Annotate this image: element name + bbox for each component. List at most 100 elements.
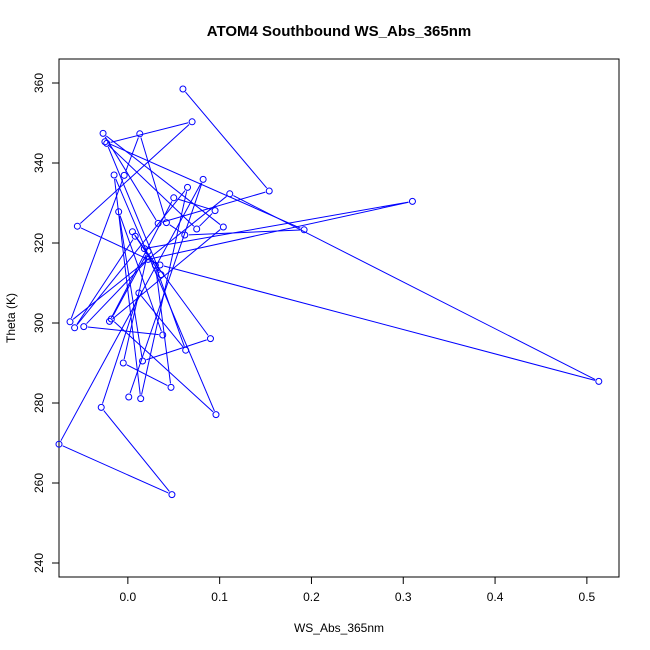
data-point: [162, 219, 170, 227]
series-segment: [112, 229, 221, 320]
series-segment: [118, 215, 143, 358]
series-segment: [76, 190, 186, 325]
series-segment: [155, 269, 171, 384]
series-segment: [103, 410, 170, 492]
series-segment: [114, 178, 141, 395]
data-point: [131, 232, 139, 240]
data-point: [128, 228, 136, 236]
data-point: [144, 247, 152, 255]
chart-title: ATOM4 Southbound WS_Abs_365nm: [207, 23, 471, 40]
series-segment: [140, 137, 166, 219]
data-point: [139, 357, 147, 365]
series-segment: [110, 122, 189, 143]
data-point: [135, 289, 143, 297]
series-segment: [87, 326, 159, 336]
y-tick-label: 260: [32, 473, 46, 493]
data-point: [170, 194, 178, 202]
x-axis-label: WS_Abs_365nm: [294, 621, 384, 635]
series-segment: [146, 339, 207, 361]
data-point: [193, 225, 201, 233]
series-segment: [163, 265, 596, 381]
series-segment: [80, 227, 157, 264]
series-group: [55, 85, 603, 499]
series-segment: [79, 124, 190, 224]
x-axis: 0.0 0.1 0.2 0.3 0.4 0.5: [120, 577, 596, 604]
data-point: [181, 231, 189, 239]
data-point: [219, 223, 227, 231]
data-point: [199, 175, 207, 183]
series-segment: [62, 445, 169, 494]
data-point: [119, 359, 127, 367]
x-tick-label: 0.3: [395, 590, 412, 604]
y-tick-label: 320: [32, 233, 46, 253]
data-point: [120, 171, 128, 179]
series-segment: [60, 182, 202, 441]
data-point: [212, 411, 220, 419]
data-point: [144, 255, 152, 263]
series-segment: [151, 201, 409, 260]
series-segment: [148, 201, 409, 249]
x-tick-label: 0.2: [303, 590, 320, 604]
data-point: [595, 377, 603, 385]
series-segment: [115, 178, 215, 412]
y-tick-label: 240: [32, 553, 46, 573]
data-point: [115, 208, 123, 216]
series-segment: [126, 364, 168, 387]
data-point: [179, 85, 187, 93]
data-point: [167, 383, 175, 391]
data-point: [97, 403, 105, 411]
data-point: [55, 440, 63, 448]
data-point: [107, 315, 115, 323]
series-segment: [113, 321, 214, 413]
x-tick-label: 0.1: [211, 590, 228, 604]
series-segment: [107, 144, 195, 227]
data-point: [206, 335, 214, 343]
series-segment: [110, 201, 173, 319]
y-tick-label: 360: [32, 73, 46, 93]
data-point: [99, 129, 107, 137]
data-point: [157, 271, 165, 279]
data-point: [73, 222, 81, 230]
data-point: [125, 393, 133, 401]
series-segment: [70, 178, 124, 319]
data-point: [151, 261, 159, 269]
series-segment: [125, 137, 139, 172]
data-point: [226, 190, 234, 198]
data-point: [66, 318, 74, 326]
data-point: [80, 323, 88, 331]
data-point: [137, 395, 145, 403]
data-point: [188, 118, 196, 126]
data-point: [103, 139, 111, 147]
data-point: [182, 346, 190, 354]
series-segment: [137, 239, 209, 336]
series-segment: [185, 91, 268, 189]
series-segment: [188, 229, 301, 236]
x-tick-label: 0.0: [120, 590, 137, 604]
y-axis-label: Theta (K): [4, 293, 18, 343]
series-segment: [112, 254, 147, 316]
series-segment: [199, 213, 213, 227]
series-segment: [141, 295, 184, 348]
data-point: [154, 219, 162, 227]
y-tick-label: 300: [32, 313, 46, 333]
y-axis: 240 260 280 300 320 340 360: [32, 73, 59, 573]
series-segment: [156, 268, 185, 347]
x-tick-label: 0.4: [487, 590, 504, 604]
data-point: [168, 491, 176, 499]
series-segment: [123, 255, 148, 360]
y-tick-label: 340: [32, 153, 46, 173]
y-tick-label: 280: [32, 393, 46, 413]
data-point: [110, 171, 118, 179]
series-segment: [233, 195, 596, 381]
data-point: [71, 324, 79, 332]
data-point: [211, 207, 219, 215]
data-point: [136, 130, 144, 138]
data-point: [101, 138, 109, 146]
series-segment: [169, 224, 182, 234]
data-point: [156, 261, 164, 269]
plot-frame: [58, 58, 620, 578]
data-point: [159, 331, 167, 339]
series-segment: [86, 261, 146, 325]
x-tick-label: 0.5: [579, 590, 596, 604]
